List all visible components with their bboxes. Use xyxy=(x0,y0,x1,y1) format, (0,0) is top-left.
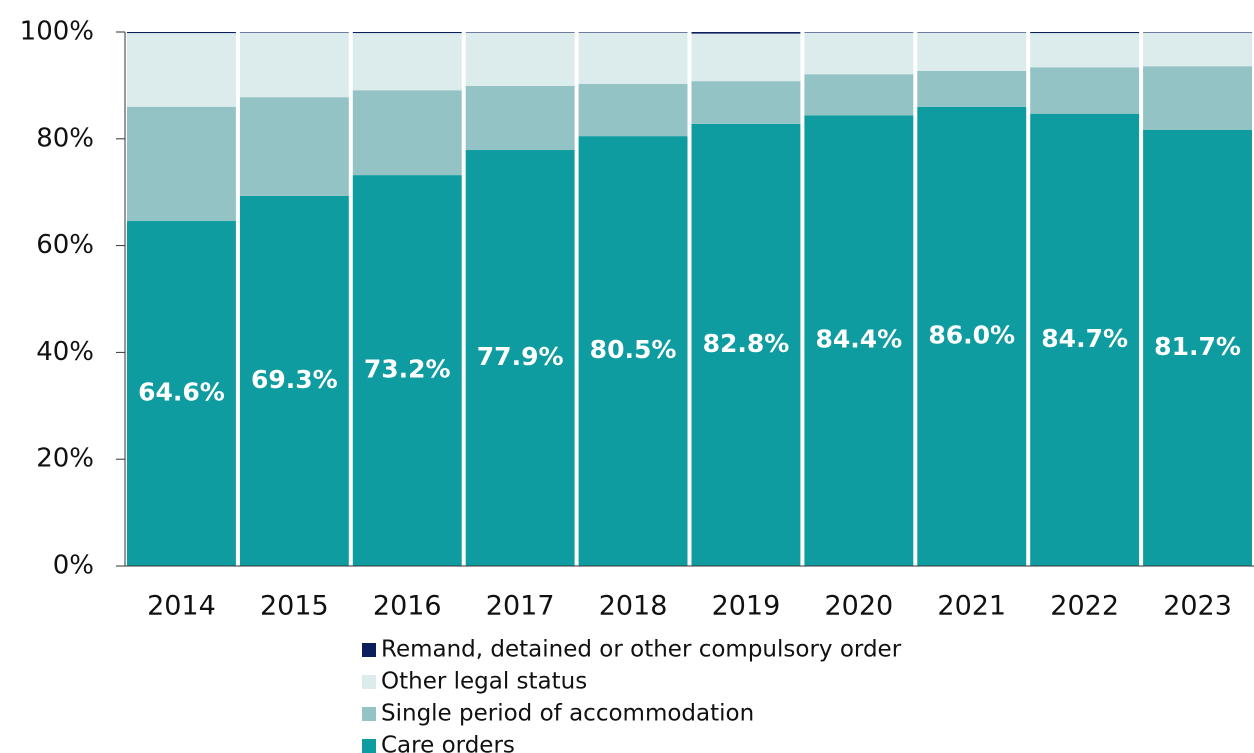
bar-segment xyxy=(352,175,462,566)
bar-segment xyxy=(917,106,1027,566)
y-tick-label: 60% xyxy=(36,230,94,260)
bar-segment xyxy=(239,195,349,567)
bar-segment xyxy=(804,32,914,33)
bar-segment xyxy=(1030,33,1140,68)
bar-segment xyxy=(127,106,236,222)
bar-segment xyxy=(917,32,1027,71)
x-tick-label: 2018 xyxy=(599,591,668,622)
x-tick-label: 2016 xyxy=(373,591,442,622)
bar-segment xyxy=(578,32,688,84)
x-tick-label: 2020 xyxy=(824,591,893,622)
bar-segment xyxy=(352,33,462,91)
x-tick-label: 2017 xyxy=(486,591,555,622)
bar-segment xyxy=(804,32,914,75)
bar-segment xyxy=(1143,32,1252,33)
x-tick-label: 2015 xyxy=(260,591,329,622)
x-tick-label: 2019 xyxy=(712,591,781,622)
bar-segment xyxy=(578,136,688,566)
bar-segment xyxy=(239,32,349,33)
bar-segment xyxy=(1143,32,1252,67)
bar-segment xyxy=(127,221,236,566)
bar-segment xyxy=(127,32,236,34)
bar-segment xyxy=(465,32,575,33)
data-label: 77.9% xyxy=(477,342,564,371)
x-tick-label: 2021 xyxy=(937,591,1006,622)
bar-segment xyxy=(1030,32,1140,34)
bar-segment xyxy=(465,150,575,566)
legend-swatch xyxy=(362,707,376,721)
bar-segment xyxy=(1143,66,1252,130)
bar-segment xyxy=(691,32,801,34)
y-tick-label: 100% xyxy=(20,17,94,47)
legend-label: Single period of accommodation xyxy=(381,701,754,727)
bar-segment xyxy=(465,32,575,86)
data-label: 84.4% xyxy=(815,325,902,354)
data-label: 69.3% xyxy=(251,365,338,394)
bar-segment xyxy=(1143,129,1252,567)
legend-label: Other legal status xyxy=(381,669,587,695)
y-tick-label: 20% xyxy=(36,444,94,474)
y-tick-label: 0% xyxy=(53,551,94,581)
bar-segment xyxy=(239,32,349,98)
bar-segment xyxy=(352,90,462,176)
bar-segment xyxy=(917,70,1027,107)
bar-segment xyxy=(691,81,801,124)
legend-label: Remand, detained or other compulsory ord… xyxy=(381,637,902,663)
bar-segment xyxy=(1030,113,1140,567)
data-label: 64.6% xyxy=(138,378,225,407)
y-tick-label: 40% xyxy=(36,337,94,367)
legend-swatch xyxy=(362,739,376,753)
bar-segment xyxy=(352,32,462,34)
data-label: 73.2% xyxy=(364,355,451,384)
bar-segment xyxy=(691,33,801,82)
bar-segment xyxy=(578,83,688,137)
data-label: 82.8% xyxy=(703,329,790,358)
bar-segment xyxy=(239,97,349,196)
legend-swatch xyxy=(362,643,376,657)
bar-segment xyxy=(917,32,1027,33)
bar-segment xyxy=(691,123,801,567)
bar-segment xyxy=(804,115,914,566)
data-label: 84.7% xyxy=(1041,324,1128,353)
bar-segment xyxy=(578,32,688,33)
bar-segment xyxy=(804,74,914,116)
x-tick-label: 2022 xyxy=(1050,591,1119,622)
legend-swatch xyxy=(362,675,376,689)
data-label: 81.7% xyxy=(1154,332,1241,361)
x-tick-label: 2014 xyxy=(147,591,216,622)
data-label: 86.0% xyxy=(928,320,1015,349)
bar-segment xyxy=(465,85,575,151)
legend-label: Care orders xyxy=(381,733,515,753)
data-label: 80.5% xyxy=(590,335,677,364)
x-tick-label: 2023 xyxy=(1163,591,1232,622)
bar-segment xyxy=(127,33,236,107)
y-tick-label: 80% xyxy=(36,123,94,153)
bar-segment xyxy=(1030,67,1140,114)
